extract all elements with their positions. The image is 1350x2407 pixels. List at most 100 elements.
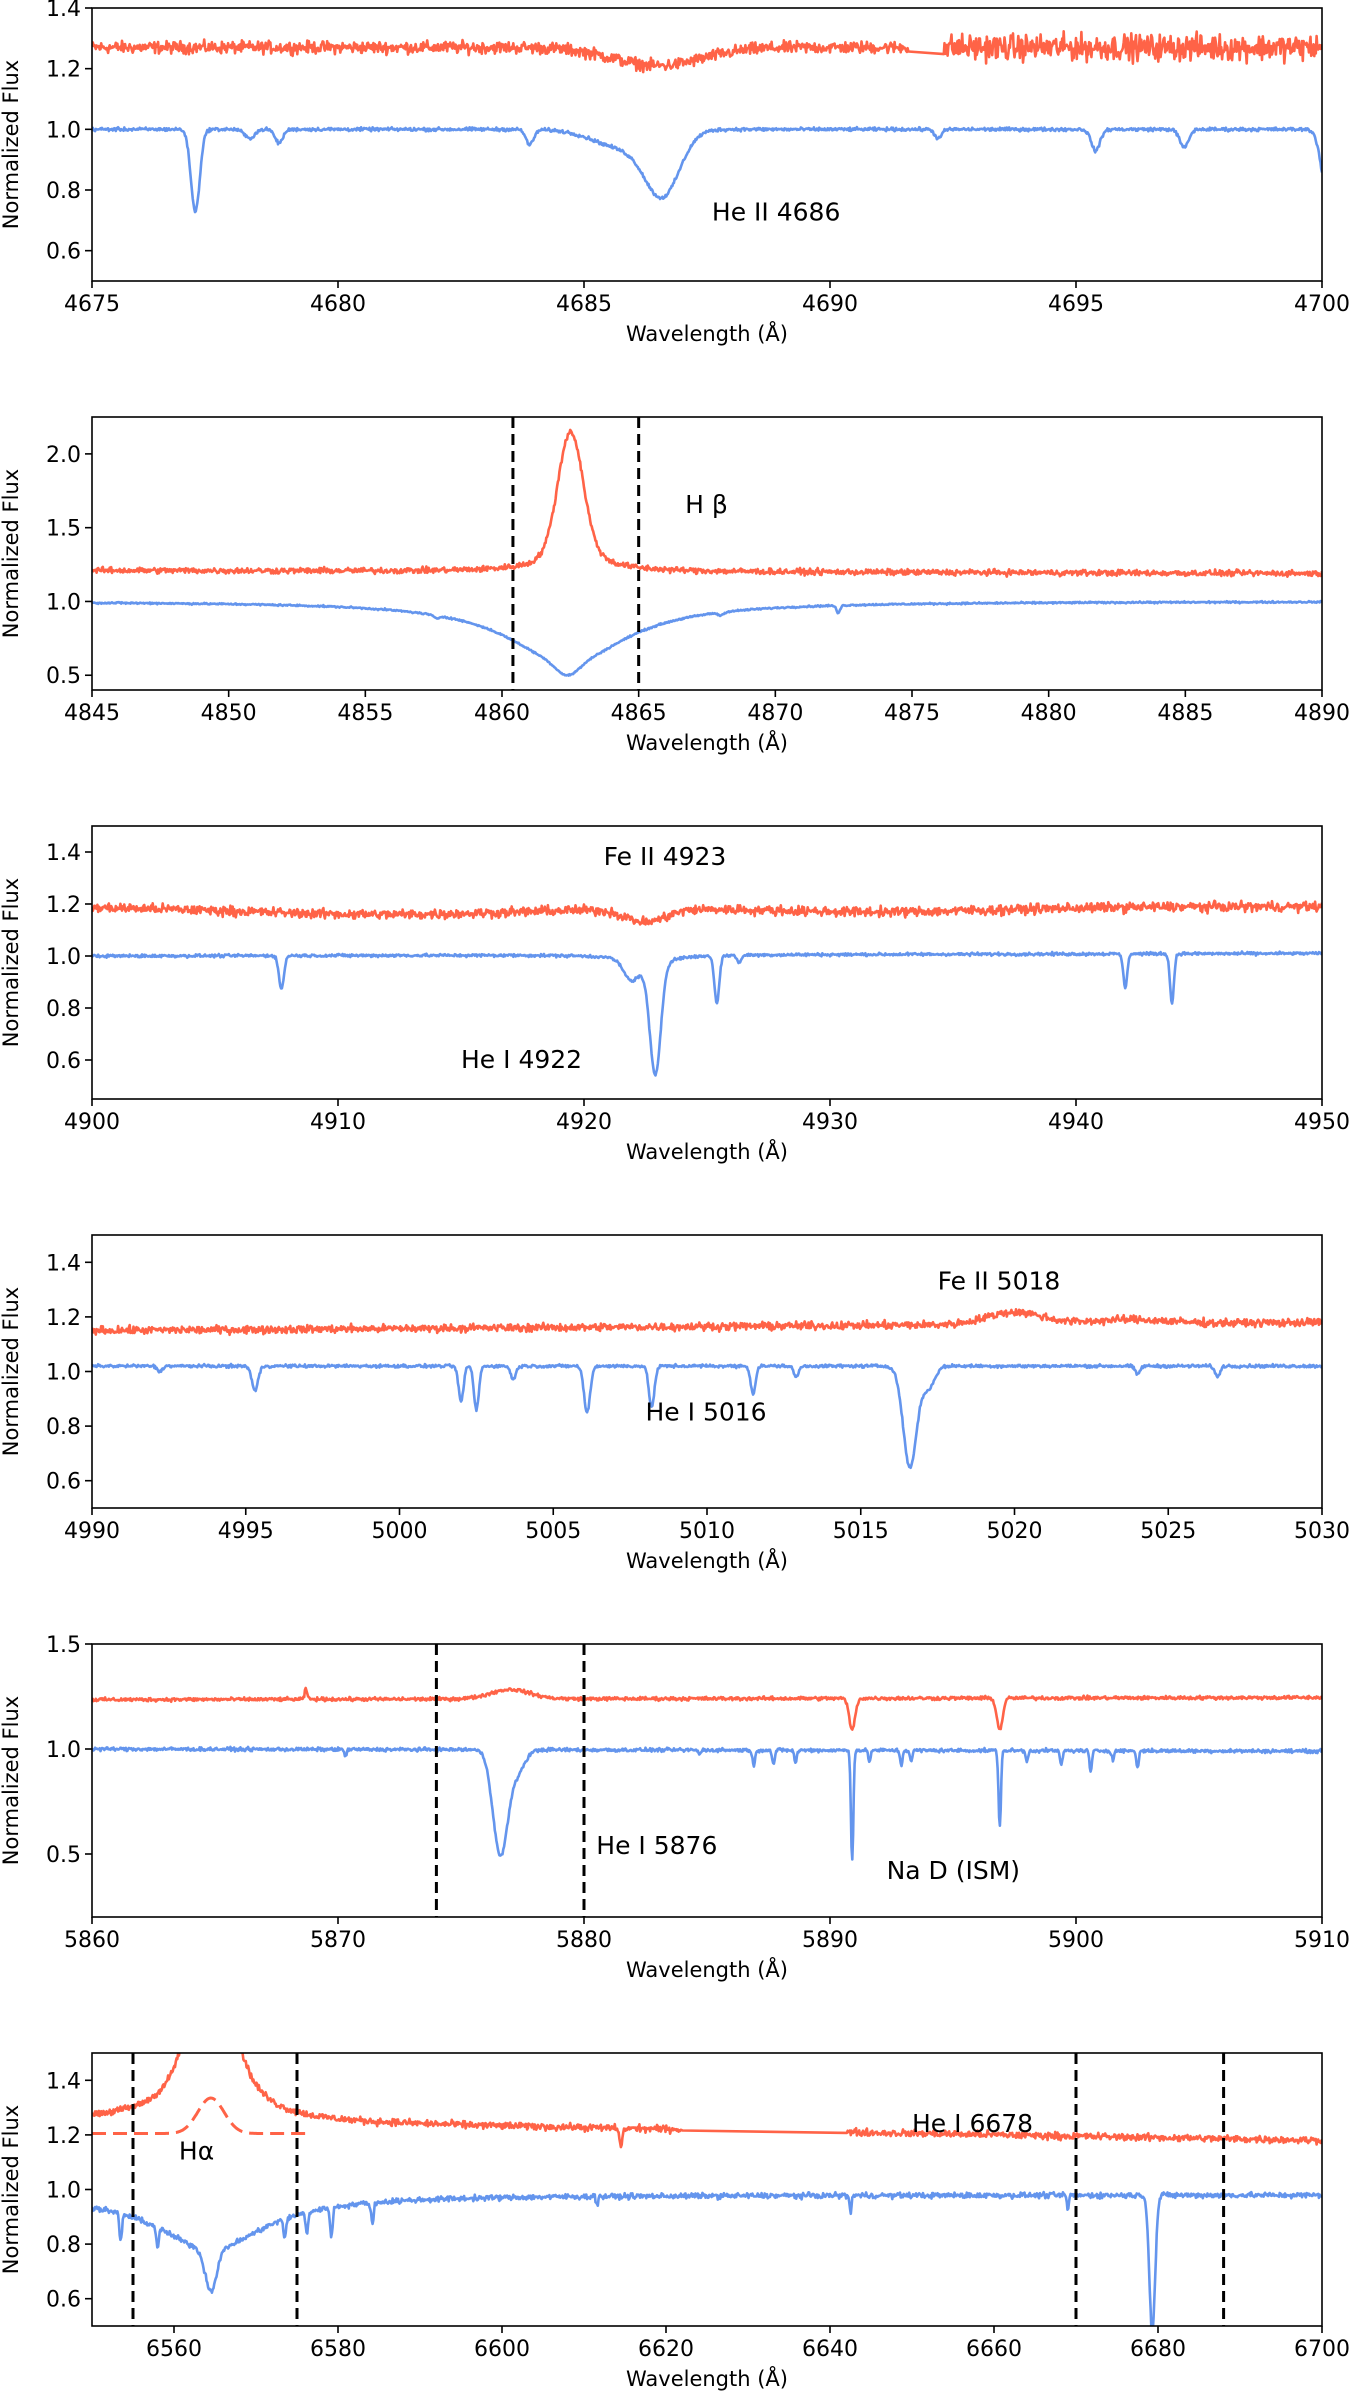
x-axis-label: Wavelength (Å)	[626, 729, 788, 755]
x-tick-label: 4900	[64, 1110, 120, 1135]
x-tick-label: 4930	[802, 1110, 858, 1135]
y-tick-label: 1.4	[46, 841, 81, 866]
x-tick-label: 6640	[802, 2337, 858, 2362]
x-axis-label: Wavelength (Å)	[626, 1547, 788, 1573]
y-tick-label: 1.4	[46, 1251, 81, 1276]
line-annotation: He I 6678	[912, 2109, 1033, 2138]
line-annotation: He I 5016	[646, 1398, 767, 1427]
axes-frame	[91, 416, 1323, 691]
panel-1: He II 4686 4675 4680 4685 4690 4695 4700 0.6 0.8…	[0, 0, 1350, 346]
x-tick-label: 4870	[747, 701, 803, 726]
plot-area	[92, 2053, 1322, 2326]
y-tick-label: 1.5	[46, 1633, 81, 1658]
y-tick-label: 1.0	[46, 590, 81, 615]
x-axis-label: Wavelength (Å)	[626, 2365, 788, 2391]
x-tick-label: 5025	[1140, 1519, 1196, 1544]
plot-area	[92, 1308, 1322, 1470]
x-tick-label: 4885	[1157, 701, 1213, 726]
x-tick-label: 5000	[372, 1519, 428, 1544]
panel-3: Fe II 4923 He I 4922 4900 4910 4920 4930 4940 4…	[0, 825, 1350, 1164]
x-tick-label: 5870	[310, 1928, 366, 1953]
y-tick-label: 1.2	[46, 893, 81, 918]
spectrum-line-1	[92, 1686, 1322, 1731]
axes-frame	[91, 825, 1323, 1100]
x-tick-label: 6660	[966, 2337, 1022, 2362]
x-tick-label: 5910	[1294, 1928, 1350, 1953]
x-axis-label: Wavelength (Å)	[626, 1138, 788, 1164]
y-axis-label: Normalized Flux	[0, 1287, 23, 1456]
y-tick-label: 0.8	[46, 1415, 81, 1440]
x-axis-label: Wavelength (Å)	[626, 1956, 788, 1982]
y-tick-label: 1.4	[46, 2069, 81, 2094]
y-tick-label: 0.8	[46, 2233, 81, 2258]
axes-frame	[91, 7, 1323, 282]
axes-frame	[91, 2052, 1323, 2327]
line-annotation: Fe II 4923	[604, 842, 727, 871]
plot-area	[92, 899, 1322, 1077]
line-annotation: He II 4686	[712, 197, 840, 226]
x-tick-label: 4995	[218, 1519, 274, 1544]
line-annotation: H β	[685, 490, 728, 519]
y-tick-label: 1.0	[46, 945, 81, 970]
y-tick-label: 1.0	[46, 118, 81, 143]
y-tick-label: 1.5	[46, 517, 81, 542]
x-tick-label: 4890	[1294, 701, 1350, 726]
line-annotation: Na D (ISM)	[887, 1856, 1020, 1885]
spectrum-line-1	[92, 899, 1322, 926]
x-tick-label: 6700	[1294, 2337, 1350, 2362]
x-tick-label: 4700	[1294, 292, 1350, 317]
y-tick-label: 0.6	[46, 1049, 81, 1074]
y-tick-label: 0.6	[46, 1470, 81, 1495]
x-tick-label: 4680	[310, 292, 366, 317]
x-tick-label: 4675	[64, 292, 120, 317]
y-axis-label: Normalized Flux	[0, 878, 23, 1047]
x-tick-label: 4940	[1048, 1110, 1104, 1135]
y-tick-label: 0.5	[46, 664, 81, 689]
y-tick-label: 0.8	[46, 997, 81, 1022]
x-tick-label: 4855	[337, 701, 393, 726]
plot-area	[92, 417, 1322, 690]
x-axis-label: Wavelength (Å)	[626, 320, 788, 346]
y-tick-label: 1.2	[46, 2124, 81, 2149]
x-tick-label: 6600	[474, 2337, 530, 2362]
y-tick-label: 1.2	[46, 1306, 81, 1331]
plot-area	[92, 29, 1322, 214]
y-axis-label: Normalized Flux	[0, 469, 23, 638]
spectrum-line-2	[92, 1745, 1322, 1861]
x-tick-label: 4950	[1294, 1110, 1350, 1135]
line-annotation: Hα	[179, 2136, 214, 2165]
panel-2: H β 4845 4850 4855 4860 4865 4870 4875 4880 4885 4…	[0, 416, 1350, 755]
y-tick-label: 1.2	[46, 58, 81, 83]
spectrum-line-2	[92, 125, 1322, 214]
spectrum-line-2	[92, 2190, 1322, 2326]
line-annotation: He I 5876	[596, 1831, 717, 1860]
y-tick-label: 0.5	[46, 1843, 81, 1868]
x-tick-label: 5890	[802, 1928, 858, 1953]
spectrum-line-2	[92, 1362, 1322, 1470]
y-tick-label: 1.0	[46, 1361, 81, 1386]
x-tick-label: 6680	[1130, 2337, 1186, 2362]
spectrum-line-2	[92, 950, 1322, 1077]
y-tick-label: 1.0	[46, 1738, 81, 1763]
y-axis-label: Normalized Flux	[0, 1696, 23, 1865]
line-annotation: He I 4922	[461, 1045, 582, 1074]
x-tick-label: 4920	[556, 1110, 612, 1135]
x-tick-label: 5900	[1048, 1928, 1104, 1953]
y-axis-label: Normalized Flux	[0, 60, 23, 229]
axes-frame	[91, 1643, 1323, 1918]
x-tick-label: 5015	[833, 1519, 889, 1544]
x-tick-label: 4695	[1048, 292, 1104, 317]
x-tick-label: 5030	[1294, 1519, 1350, 1544]
y-tick-label: 0.6	[46, 2288, 81, 2313]
x-tick-label: 4685	[556, 292, 612, 317]
x-tick-label: 4990	[64, 1519, 120, 1544]
plot-area	[92, 1644, 1322, 1917]
panel-5: He I 5876 Na D (ISM) 5860 5870 5880 5890 5900 5…	[0, 1633, 1350, 1982]
spectrum-line-1	[92, 1308, 1322, 1337]
x-tick-label: 5020	[987, 1519, 1043, 1544]
axes-frame	[91, 1234, 1323, 1509]
x-tick-label: 4850	[201, 701, 257, 726]
panel-4: Fe II 5018 He I 5016 4990 4995 5000 5005 5010 5…	[0, 1234, 1350, 1573]
x-tick-label: 4690	[802, 292, 858, 317]
